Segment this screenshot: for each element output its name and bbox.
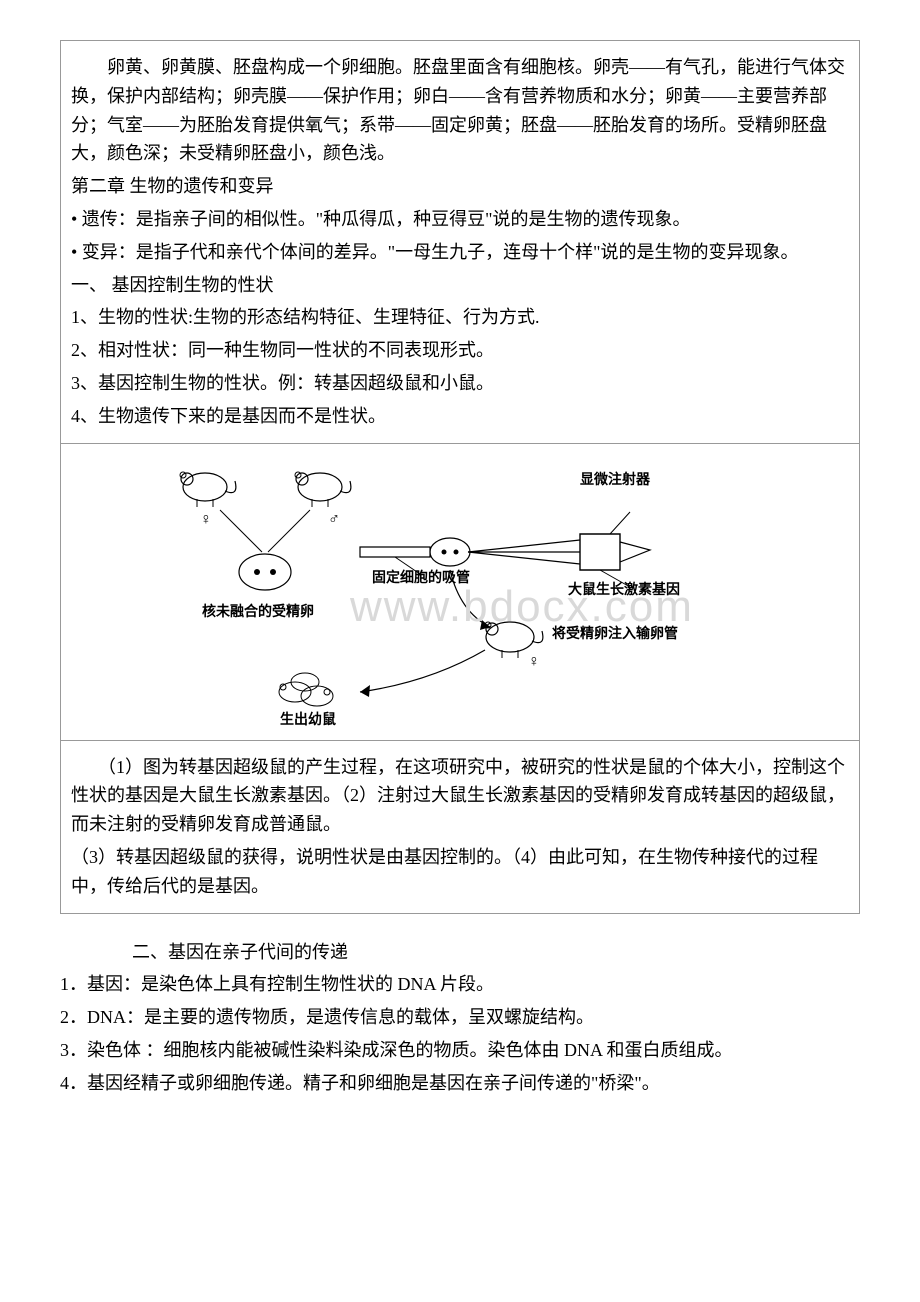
cell-intro: 卵黄、卵黄膜、胚盘构成一个卵细胞。胚盘里面含有细胞核。卵壳——有气孔，能进行气体…	[61, 41, 860, 444]
para-gene-transfer: 4．基因经精子或卵细胞传递。精子和卵细胞是基因在亲子间传递的"桥梁"。	[60, 1069, 860, 1098]
microinjector-icon	[468, 534, 650, 570]
fertilized-egg-icon	[239, 554, 291, 590]
para-chromosome-def: 3．染色体 ：细胞核内能被碱性染料染成深色的物质。染色体由 DNA 和蛋白质组成…	[60, 1036, 860, 1065]
para-heredity: • 遗传：是指亲子间的相似性。"种瓜得瓜，种豆得豆"说的是生物的遗传现象。	[71, 205, 849, 234]
label-unfused-egg: 核未融合的受精卵	[202, 600, 314, 622]
para-point-3: 3、基因控制生物的性状。例：转基因超级鼠和小鼠。	[71, 369, 849, 398]
transgenic-mouse-diagram: www.bdocx.com	[150, 452, 770, 732]
mouse-female-icon	[180, 472, 236, 507]
section-2-title: 二、基因在亲子代间的传递	[60, 938, 860, 967]
held-egg-icon	[430, 538, 470, 566]
para-point-4: 4、生物遗传下来的是基因而不是性状。	[71, 402, 849, 431]
cell-diagram: www.bdocx.com	[61, 443, 860, 740]
para-exp-1: （1）图为转基因超级鼠的产生过程，在这项研究中，被研究的性状是鼠的个体大小，控制…	[71, 753, 849, 839]
label-offspring: 生出幼鼠	[280, 708, 336, 730]
female-symbol-1: ♀	[200, 511, 212, 528]
para-exp-2: （3）转基因超级鼠的获得，说明性状是由基因控制的。（4）由此可知，在生物传种接代…	[71, 843, 849, 901]
label-gene: 大鼠生长激素基因	[568, 578, 680, 600]
para-chapter-title: 第二章 生物的遗传和变异	[71, 172, 849, 201]
label-microinjector: 显微注射器	[580, 468, 650, 490]
para-section-1-title: 一、 基因控制生物的性状	[71, 271, 849, 300]
cell-explanation: （1）图为转基因超级鼠的产生过程，在这项研究中，被研究的性状是鼠的个体大小，控制…	[61, 740, 860, 913]
para-gene-def: 1．基因：是染色体上具有控制生物性状的 DNA 片段。	[60, 970, 860, 999]
suction-tube-icon	[360, 547, 430, 557]
female-symbol-2: ♀	[528, 653, 540, 670]
offspring-mice-icon	[279, 673, 333, 706]
para-point-2: 2、相对性状：同一种生物同一性状的不同表现形式。	[71, 336, 849, 365]
label-inject-oviduct: 将受精卵注入输卵管	[552, 622, 678, 644]
para-dna-def: 2．DNA：是主要的遗传物质，是遗传信息的载体，呈双螺旋结构。	[60, 1003, 860, 1032]
male-symbol: ♂	[328, 511, 340, 528]
mouse-male-icon	[295, 472, 351, 507]
para-point-1: 1、生物的性状:生物的形态结构特征、生理特征、行为方式.	[71, 303, 849, 332]
content-table: 卵黄、卵黄膜、胚盘构成一个卵细胞。胚盘里面含有细胞核。卵壳——有气孔，能进行气体…	[60, 40, 860, 914]
para-egg-structure: 卵黄、卵黄膜、胚盘构成一个卵细胞。胚盘里面含有细胞核。卵壳——有气孔，能进行气体…	[71, 53, 849, 168]
label-suction-tube: 固定细胞的吸管	[372, 566, 470, 588]
para-variation: • 变异：是指子代和亲代个体间的差异。"一母生九子，连母十个样"说的是生物的变异…	[71, 238, 849, 267]
